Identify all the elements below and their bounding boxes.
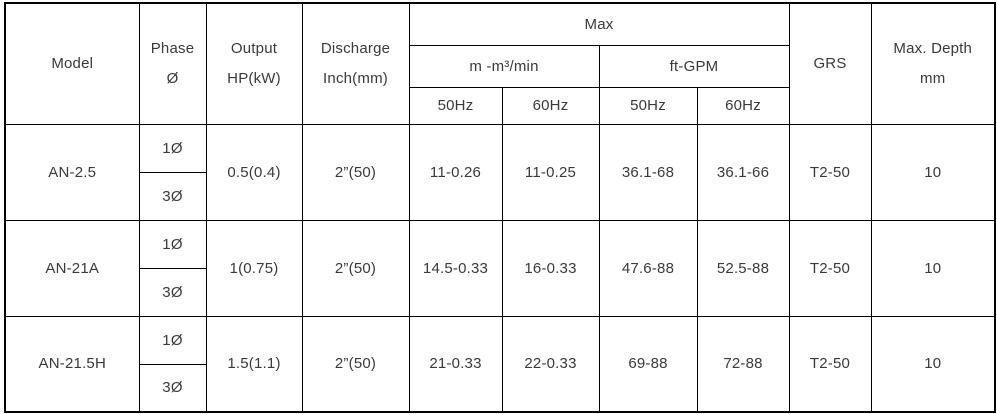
header-phase-line2: Ø	[166, 69, 179, 87]
header-output-line2: HP(kW)	[227, 69, 281, 87]
header-phase: Phase Ø	[138, 2, 207, 125]
phase-cell-1ph: 1Ø	[138, 219, 207, 269]
ft-50hz-cell: 47.6-88	[598, 219, 698, 317]
depth-cell: 10	[870, 123, 996, 221]
header-grs: GRS	[788, 2, 872, 125]
output-cell: 0.5(0.4)	[205, 123, 303, 221]
depth-cell: 10	[870, 219, 996, 317]
header-max-depth-line1: Max. Depth	[893, 39, 973, 57]
m-60hz-cell: 11-0.25	[501, 123, 600, 221]
discharge-cell: 2”(50)	[301, 315, 410, 413]
table-row: 3Ø	[5, 267, 995, 317]
grs-cell: T2-50	[788, 123, 872, 221]
header-m-50hz: 50Hz	[408, 86, 503, 125]
header-model: Model	[4, 2, 140, 125]
header-row-3: 50Hz 60Hz 50Hz 60Hz	[5, 86, 995, 125]
header-phase-line1: Phase	[150, 39, 195, 57]
model-cell: AN-2.5	[4, 123, 140, 221]
phase-cell-3ph: 3Ø	[138, 267, 207, 317]
header-row-2: m -m³/min ft-GPM	[5, 44, 995, 88]
ft-50hz-cell: 69-88	[598, 315, 698, 413]
model-cell: AN-21A	[4, 219, 140, 317]
phase-cell-1ph: 1Ø	[138, 123, 207, 173]
header-discharge-line1: Discharge	[320, 39, 391, 57]
phase-cell-3ph: 3Ø	[138, 171, 207, 221]
discharge-cell: 2”(50)	[301, 219, 410, 317]
ft-60hz-cell: 52.5-88	[696, 219, 790, 317]
table-row: 3Ø	[5, 363, 995, 413]
header-output: Output HP(kW)	[205, 2, 303, 125]
phase-cell-1ph: 1Ø	[138, 315, 207, 365]
m-50hz-cell: 14.5-0.33	[408, 219, 503, 317]
discharge-cell: 2”(50)	[301, 123, 410, 221]
header-discharge-line2: Inch(mm)	[323, 69, 388, 87]
header-max: Max	[408, 2, 790, 46]
pump-spec-table: Model Phase Ø Output HP(kW) Discharge In…	[4, 2, 996, 413]
header-max-depth-line2: mm	[920, 69, 946, 87]
ft-50hz-cell: 36.1-68	[598, 123, 698, 221]
header-ft-unit: ft-GPM	[598, 44, 790, 88]
header-m-60hz: 60Hz	[501, 86, 600, 125]
m-60hz-cell: 16-0.33	[501, 219, 600, 317]
m-50hz-cell: 11-0.26	[408, 123, 503, 221]
header-m-unit: m -m³/min	[408, 44, 600, 88]
depth-cell: 10	[870, 315, 996, 413]
header-row-1: Model Phase Ø Output HP(kW) Discharge In…	[4, 2, 996, 125]
table-row: AN-21A 1Ø 1(0.75) 2”(50) 14.5-0.33 16-0.…	[4, 219, 996, 317]
output-cell: 1.5(1.1)	[205, 315, 303, 413]
ft-60hz-cell: 36.1-66	[696, 123, 790, 221]
phase-cell-3ph: 3Ø	[138, 363, 207, 413]
header-max-depth: Max. Depth mm	[870, 2, 996, 125]
header-ft-50hz: 50Hz	[598, 86, 698, 125]
header-ft-60hz: 60Hz	[696, 86, 790, 125]
header-output-line1: Output	[230, 39, 278, 57]
grs-cell: T2-50	[788, 315, 872, 413]
table-row: 3Ø	[5, 171, 995, 221]
table-row: AN-2.5 1Ø 0.5(0.4) 2”(50) 11-0.26 11-0.2…	[4, 123, 996, 221]
grs-cell: T2-50	[788, 219, 872, 317]
header-discharge: Discharge Inch(mm)	[301, 2, 410, 125]
m-50hz-cell: 21-0.33	[408, 315, 503, 413]
ft-60hz-cell: 72-88	[696, 315, 790, 413]
model-cell: AN-21.5H	[4, 315, 140, 413]
table-row: AN-21.5H 1Ø 1.5(1.1) 2”(50) 21-0.33 22-0…	[4, 315, 996, 413]
output-cell: 1(0.75)	[205, 219, 303, 317]
m-60hz-cell: 22-0.33	[501, 315, 600, 413]
